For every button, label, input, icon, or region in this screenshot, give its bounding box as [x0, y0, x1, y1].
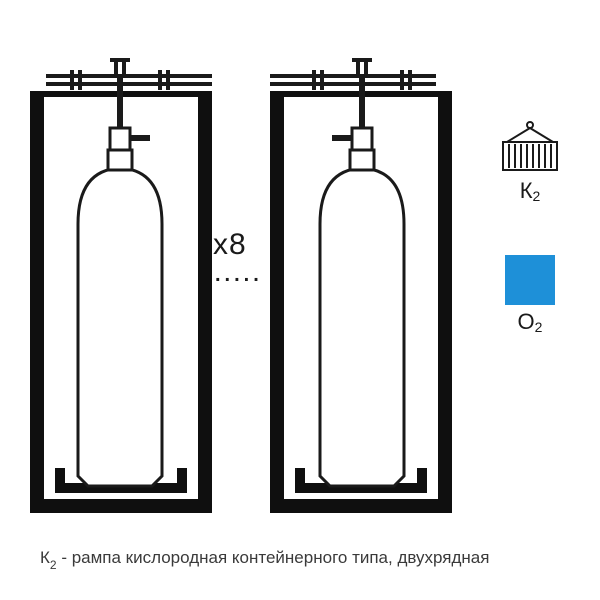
container-icon	[495, 120, 565, 174]
oxygen-color-swatch	[505, 255, 555, 305]
multiplier: x8	[213, 228, 247, 262]
legend-k2-label: К2	[475, 178, 585, 204]
legend-o2-label: О2	[475, 309, 585, 335]
legend-o2: О2	[475, 255, 585, 335]
legend-k2: К2	[475, 120, 585, 204]
diagram-caption: К2 - рампа кислородная контейнерного тип…	[40, 548, 489, 570]
continuation-dots: .....	[215, 264, 263, 287]
